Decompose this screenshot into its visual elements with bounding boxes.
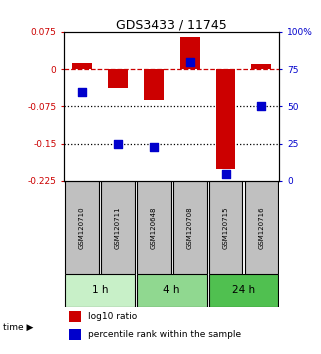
- Text: GSM120715: GSM120715: [222, 206, 229, 249]
- Text: 4 h: 4 h: [163, 285, 180, 295]
- Point: [223, 171, 228, 176]
- Point: [80, 89, 85, 95]
- Bar: [101, 181, 135, 274]
- Bar: [173, 181, 206, 274]
- Bar: [137, 181, 171, 274]
- Bar: [108, 69, 128, 88]
- Bar: [216, 69, 235, 169]
- Text: time ▶: time ▶: [3, 323, 34, 332]
- Bar: [180, 37, 200, 69]
- Point: [187, 59, 192, 64]
- Bar: [209, 181, 242, 274]
- Bar: [144, 69, 164, 100]
- Text: GSM120710: GSM120710: [79, 206, 85, 249]
- Text: percentile rank within the sample: percentile rank within the sample: [88, 330, 241, 339]
- Text: GSM120708: GSM120708: [187, 206, 193, 249]
- Text: 24 h: 24 h: [232, 285, 255, 295]
- Bar: [209, 274, 278, 307]
- Point: [259, 104, 264, 109]
- Point: [116, 141, 121, 147]
- Bar: [65, 274, 135, 307]
- Bar: [65, 181, 99, 274]
- Bar: [68, 329, 82, 340]
- Bar: [245, 181, 278, 274]
- Bar: [72, 63, 92, 69]
- Title: GDS3433 / 11745: GDS3433 / 11745: [116, 19, 227, 32]
- Bar: [137, 274, 206, 307]
- Text: GSM120716: GSM120716: [258, 206, 265, 249]
- Bar: [68, 311, 82, 322]
- Text: GSM120711: GSM120711: [115, 206, 121, 249]
- Text: GSM120648: GSM120648: [151, 206, 157, 249]
- Point: [151, 144, 156, 149]
- Bar: [251, 64, 271, 69]
- Text: 1 h: 1 h: [92, 285, 108, 295]
- Text: log10 ratio: log10 ratio: [88, 312, 137, 321]
